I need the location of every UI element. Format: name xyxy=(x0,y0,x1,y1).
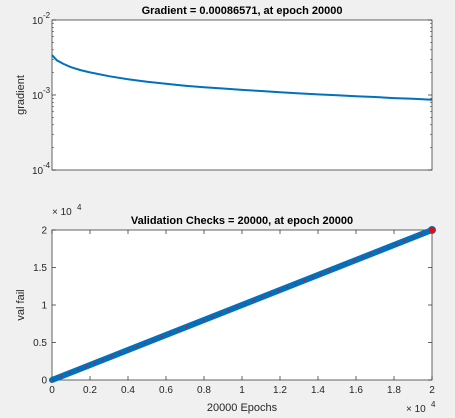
validation-y-tick-label: 1 xyxy=(41,301,47,312)
best-point-marker xyxy=(428,226,436,234)
validation-y-tick-label: 0 xyxy=(41,376,47,387)
gradient-y-tick-label: 10 xyxy=(32,166,44,177)
validation-y-tick-label: 0.5 xyxy=(33,338,47,349)
gradient-y-tick-1: 10 -2 xyxy=(32,11,51,27)
x-multiplier-base: × 10 xyxy=(406,404,426,415)
gradient-y-tick-label: 10 xyxy=(32,16,44,27)
validation-x-axis-label: 20000 Epochs xyxy=(207,402,278,414)
gradient-y-tick-exponent: -4 xyxy=(43,161,51,170)
validation-axes: Validation Checks = 20000, at epoch 2000… xyxy=(15,203,436,415)
validation-x-tick-label: 1.8 xyxy=(387,385,401,396)
validation-x-tick-label: 0.4 xyxy=(121,385,135,396)
validation-x-tick-label: 1.4 xyxy=(311,385,325,396)
validation-x-tick-label: 0.2 xyxy=(83,385,97,396)
validation-series-line xyxy=(49,227,435,383)
validation-y-tick-label: 2 xyxy=(41,226,47,237)
validation-x-tick-label: 1.2 xyxy=(273,385,287,396)
gradient-y-axis-label: gradient xyxy=(15,75,27,115)
validation-y-tick-label: 1.5 xyxy=(33,263,47,274)
validation-x-tick-label: 2 xyxy=(429,385,435,396)
gradient-y-tick-exponent: -3 xyxy=(43,86,51,95)
y-multiplier-exponent: 4 xyxy=(77,203,82,212)
validation-y-axis-label: val fail xyxy=(15,289,27,320)
validation-x-tick-label: 1.6 xyxy=(349,385,363,396)
x-multiplier-exponent: 4 xyxy=(431,400,436,409)
gradient-y-tick-label: 10 xyxy=(32,91,44,102)
gradient-y-tick-2: 10 -3 xyxy=(32,86,51,102)
gradient-axes: Gradient = 0.00086571, at epoch 20000 gr… xyxy=(15,5,433,177)
validation-x-tick-label: 0.8 xyxy=(197,385,211,396)
validation-x-tick-labels: 0 0.2 0.4 0.6 0.8 1 1.2 1.4 1.6 1.8 2 xyxy=(49,385,435,396)
validation-x-tick-label: 1 xyxy=(239,385,245,396)
gradient-plot-title: Gradient = 0.00086571, at epoch 20000 xyxy=(142,5,343,17)
y-multiplier-base: × 10 xyxy=(52,207,72,218)
gradient-tick-marks xyxy=(52,19,432,171)
gradient-series-line xyxy=(51,54,433,101)
validation-x-tick-label: 0 xyxy=(49,385,55,396)
x-multiplier: × 10 4 xyxy=(406,400,436,415)
validation-y-tick-labels: 0 0.5 1 1.5 2 xyxy=(33,226,47,387)
gradient-plot-area xyxy=(51,19,433,171)
validation-plot-title: Validation Checks = 20000, at epoch 2000… xyxy=(131,215,353,227)
gradient-y-tick-3: 10 -4 xyxy=(32,161,51,177)
validation-x-tick-label: 0.6 xyxy=(159,385,173,396)
gradient-y-tick-exponent: -2 xyxy=(43,11,51,20)
y-multiplier: × 10 4 xyxy=(52,203,82,218)
